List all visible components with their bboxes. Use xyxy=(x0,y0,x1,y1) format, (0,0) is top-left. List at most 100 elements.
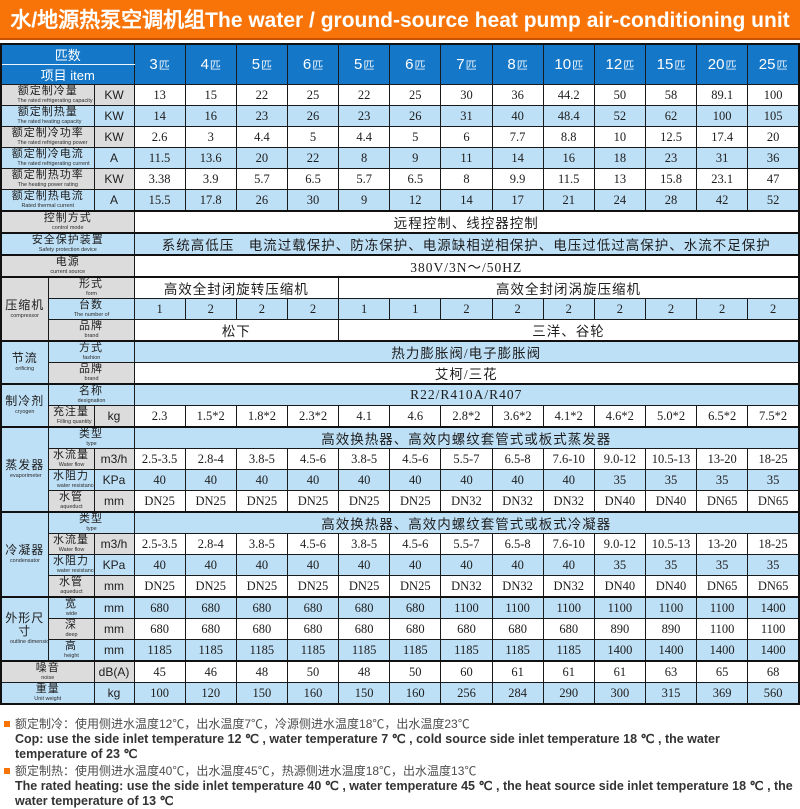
column-header-10: 12匹 xyxy=(593,43,646,85)
value-cell: 62 xyxy=(644,105,698,127)
spec-table: 匹数 3匹 4匹 5匹 6匹 5匹 6匹 7匹 8匹 10匹 12匹 15匹 20匹 25匹 项目 item… xyxy=(0,43,800,705)
value-cell: 5 xyxy=(286,126,340,148)
value-cell: 150 xyxy=(338,682,391,705)
row-label-zh: 额定制热电流 xyxy=(11,190,84,202)
column-header-13: 25匹 xyxy=(747,43,800,85)
value-cell: 2.6 xyxy=(133,126,186,148)
page-title: 水/地源热泵空调机组The water / ground-source heat… xyxy=(0,0,800,40)
value-cell: DN32 xyxy=(491,575,544,598)
value-cell: 4.5-6 xyxy=(286,448,340,470)
value-cell: 21 xyxy=(542,189,595,212)
spec-row: 制冷剂 cryogen 名称 designation R22/R410A/R407 xyxy=(0,383,800,428)
value-cell: DN25 xyxy=(389,490,442,513)
row-label-zh: 电源 xyxy=(55,256,80,268)
row-label-zh: 额定制冷功率 xyxy=(11,127,84,140)
value-cell: 48 xyxy=(235,660,288,683)
value-cell: 50 xyxy=(389,660,442,683)
value-cell: 890 xyxy=(593,618,646,640)
spec-row: 品牌 brand 艾柯/三花 xyxy=(1,362,800,385)
horsepower-number: 5 xyxy=(353,56,363,73)
value-cell: DN25 xyxy=(338,490,391,513)
row-label-en: The heating power rating xyxy=(17,181,78,188)
value-cell: 15 xyxy=(184,84,237,106)
value-cell: DN40 xyxy=(644,490,698,513)
unit-cell: m3/h xyxy=(93,533,135,555)
value-cell: 1185 xyxy=(286,639,340,662)
value-cell: 680 xyxy=(338,618,391,640)
unit-cell: mm xyxy=(93,639,135,662)
column-header-3: 5匹 xyxy=(235,43,288,85)
value-cell: 890 xyxy=(644,618,698,640)
row-label: 类型 type xyxy=(47,426,135,449)
column-header-4: 6匹 xyxy=(286,43,340,85)
footnote-bullet-icon xyxy=(4,721,10,727)
footnote-text: The rated heating: use the side inlet te… xyxy=(15,779,793,808)
value-cell: 680 xyxy=(491,618,544,640)
value-cell: 22 xyxy=(235,84,288,106)
value-cell: 12 xyxy=(389,189,442,212)
value-cell: 12.5 xyxy=(644,126,698,148)
spec-row: 额定制冷功率 The rated refrigerating power KW 2.6… xyxy=(0,126,800,148)
value-cell: 16 xyxy=(184,105,237,127)
value-cell: 6.5*2 xyxy=(696,405,749,428)
footnotes: 额定制冷：使用侧进水温度12℃，出水温度7℃，冷源侧进水温度18℃，出水温度23… xyxy=(0,705,800,809)
value-cell: DN32 xyxy=(542,490,595,513)
value-cell: 284 xyxy=(491,682,544,705)
group-label: 蒸发器 evaporimeter xyxy=(0,426,49,513)
unit-cell: KW xyxy=(93,84,135,106)
group-label: 冷凝器 condensator xyxy=(0,511,49,598)
value-cell: 52 xyxy=(593,105,646,127)
value-cell: DN32 xyxy=(440,490,493,513)
value-cell: 26 xyxy=(235,189,288,212)
merged-value-cell: 远程控制、线控器控制 xyxy=(133,210,800,234)
row-label-en: height xyxy=(63,652,79,659)
value-cell: 150 xyxy=(235,682,288,705)
value-cell: 31 xyxy=(696,147,749,169)
value-cell: 50 xyxy=(286,660,340,683)
row-label: 额定制冷量 The rated refrigerating capacity xyxy=(0,84,95,106)
value-cell: 5.5-7 xyxy=(440,448,493,470)
group-label-zh: 蒸发器 xyxy=(5,458,45,472)
merged-value-cell: 三洋、谷轮 xyxy=(338,319,800,342)
column-header-5: 5匹 xyxy=(338,43,391,85)
spec-row: 冷凝器 condensator 类型 type 高效换热器、高效内螺纹套管式或板式冷凝器 xyxy=(0,511,800,598)
row-label-en: designation xyxy=(77,397,105,404)
spec-row: 额定制热量 The rated heating capacity KW 14 16 23 2… xyxy=(0,105,800,127)
merged-value-cell: 380V/3N～/50HZ xyxy=(133,254,800,278)
value-cell: DN40 xyxy=(593,490,646,513)
value-cell: 1.5*2 xyxy=(184,405,237,428)
spec-row: 水管 aqueduct mm DN25 DN25 DN25 DN25 DN25 DN25 DN32… xyxy=(1,490,800,513)
value-cell: 1185 xyxy=(235,639,288,662)
value-cell: 1185 xyxy=(389,639,442,662)
value-cell: 61 xyxy=(593,660,646,683)
value-cell: 4.6 xyxy=(389,405,442,428)
value-cell: 23 xyxy=(235,105,288,127)
spec-row: 额定制热电流 Rated thermal current A 15.5 17.8 26 30… xyxy=(0,189,800,212)
value-cell: 5 xyxy=(389,126,442,148)
value-cell: 680 xyxy=(338,596,391,619)
footnote-text: 额定制冷：使用侧进水温度12℃，出水温度7℃，冷源侧进水温度18℃，出水温度23… xyxy=(15,717,470,731)
row-label-zh: 台数 xyxy=(79,299,104,312)
value-cell: 48.4 xyxy=(542,105,595,127)
value-cell: 2 xyxy=(491,298,544,320)
value-cell: 31 xyxy=(440,105,493,127)
value-cell: 1 xyxy=(338,298,391,320)
value-cell: 10.5-13 xyxy=(644,533,698,555)
row-label-en: Rated thermal current xyxy=(21,202,75,209)
value-cell: 1400 xyxy=(644,639,698,662)
value-cell: 40 xyxy=(440,469,493,491)
value-cell: 60 xyxy=(440,660,493,683)
value-cell: 68 xyxy=(747,660,800,683)
value-cell: 2 xyxy=(644,298,698,320)
row-label-zh: 重量 xyxy=(35,683,60,695)
horsepower-number: 6 xyxy=(302,56,312,73)
row-label-en: wide xyxy=(65,610,77,617)
value-cell: 2.3*2 xyxy=(286,405,340,428)
value-cell: 42 xyxy=(696,189,749,212)
merged-value-cell: 高效换热器、高效内螺纹套管式或板式蒸发器 xyxy=(133,426,800,449)
row-label-zh: 类型 xyxy=(79,513,104,525)
row-label-en: water resistance xyxy=(56,482,94,489)
spec-row: 蒸发器 evaporimeter 类型 type 高效换热器、高效内螺纹套管式或板式蒸发… xyxy=(0,426,800,513)
